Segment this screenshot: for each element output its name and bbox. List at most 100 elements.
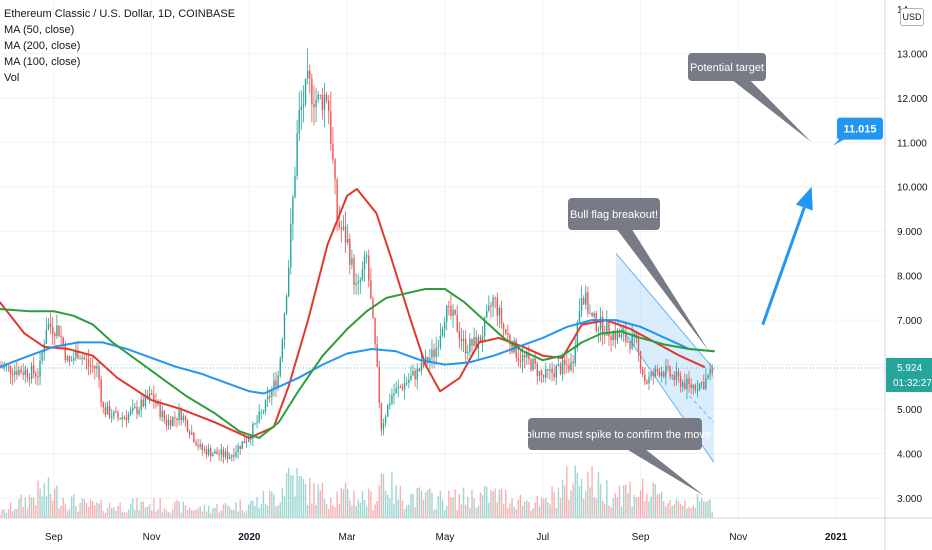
price-candles: [0, 48, 713, 464]
candle-body: [606, 321, 608, 336]
candle-body: [540, 370, 543, 376]
volume-bar: [412, 494, 414, 518]
volume-bar: [652, 482, 654, 518]
volume-bar: [378, 485, 380, 518]
legend-ma200[interactable]: MA (200, close): [4, 40, 81, 52]
candle-body: [148, 393, 151, 399]
volume-bar: [667, 503, 669, 518]
volume-bar: [148, 504, 151, 518]
volume-bar: [51, 500, 54, 518]
candle-body: [273, 380, 275, 390]
candle-body: [7, 365, 10, 367]
volume-bar: [300, 476, 303, 518]
candle-body: [87, 359, 90, 366]
candle-body: [591, 312, 593, 317]
candle-body: [216, 451, 218, 455]
candle-body: [75, 350, 77, 359]
volume-bar: [625, 484, 627, 518]
volume-bar: [54, 488, 56, 518]
candle-body: [252, 424, 254, 439]
candle-body: [671, 375, 673, 377]
volume-bar: [593, 497, 595, 518]
candle-body: [237, 445, 239, 453]
candle-body: [505, 328, 507, 334]
candle-body: [692, 384, 694, 389]
volume-bar: [121, 511, 123, 518]
candle-body: [153, 394, 155, 402]
volume-bar: [561, 479, 564, 518]
candle-body: [180, 410, 182, 421]
volume-bar: [623, 485, 625, 518]
volume-bar: [391, 472, 393, 518]
candle-body: [564, 359, 566, 365]
candle-body: [159, 402, 161, 418]
candle-body: [132, 407, 134, 411]
y-tick-label: 7.000: [897, 316, 922, 327]
volume-bar: [587, 472, 589, 518]
candle-body: [119, 417, 121, 420]
volume-bar: [94, 505, 96, 518]
volume-bar: [534, 502, 536, 518]
volume-bar: [498, 489, 501, 518]
candle-body: [332, 143, 334, 160]
candle-body: [142, 399, 144, 407]
candle-body: [610, 336, 612, 341]
candle-body: [593, 313, 595, 317]
candle-body: [94, 366, 96, 369]
candle-body: [233, 454, 235, 457]
candle-body: [1, 366, 3, 369]
current-price-text: 5.924: [897, 363, 922, 374]
candle-body: [81, 357, 83, 359]
volume-bar: [553, 491, 555, 518]
volume-bar: [633, 494, 635, 518]
volume-bar: [235, 502, 237, 518]
volume-bar: [212, 508, 214, 518]
volume-bar: [616, 497, 619, 518]
candle-body: [45, 329, 48, 345]
volume-bar: [119, 502, 121, 518]
candle-body: [302, 104, 305, 107]
candle-body: [414, 370, 416, 380]
volume-bar: [424, 492, 427, 518]
candle-body: [313, 104, 315, 108]
y-tick-label: 4.000: [897, 450, 922, 461]
volume-bar: [7, 509, 10, 518]
volume-bar: [47, 477, 50, 518]
volume-bar: [70, 496, 73, 518]
candle-body: [616, 331, 619, 340]
legend-title[interactable]: Ethereum Classic / U.S. Dollar, 1D, COIN…: [4, 8, 236, 20]
volume-bar: [601, 500, 604, 518]
volume-bar: [688, 506, 690, 518]
volume-bar: [346, 488, 349, 518]
candle-body: [129, 410, 132, 415]
candle-body: [494, 297, 496, 299]
currency-button[interactable]: USD: [900, 8, 924, 26]
volume-bar: [353, 491, 355, 518]
candle-body: [663, 372, 665, 377]
legend-ma100[interactable]: MA (100, close): [4, 56, 81, 68]
candle-body: [169, 419, 172, 426]
candle-body: [660, 372, 663, 376]
x-tick-label: Sep: [632, 532, 650, 543]
candle-body: [496, 297, 498, 316]
candle-body: [275, 380, 277, 387]
potential-target-callout-box: [688, 53, 766, 81]
volume-bar: [547, 502, 549, 518]
volume-bar: [675, 499, 678, 518]
volume-bar: [709, 499, 711, 518]
candle-body: [334, 159, 336, 180]
candle-body: [178, 410, 180, 421]
candle-body: [336, 179, 338, 222]
volume-bar: [443, 510, 446, 518]
legend-vol[interactable]: Vol: [4, 72, 20, 84]
volume-bar: [56, 485, 58, 518]
candle-body: [454, 309, 456, 315]
candle-body: [648, 376, 650, 384]
volume-bar: [646, 493, 648, 518]
volume-bar: [433, 510, 435, 518]
x-tick-label: Jul: [536, 532, 549, 543]
candle-body: [644, 374, 646, 382]
volume-bar: [559, 497, 562, 518]
legend-ma50[interactable]: MA (50, close): [4, 24, 75, 36]
